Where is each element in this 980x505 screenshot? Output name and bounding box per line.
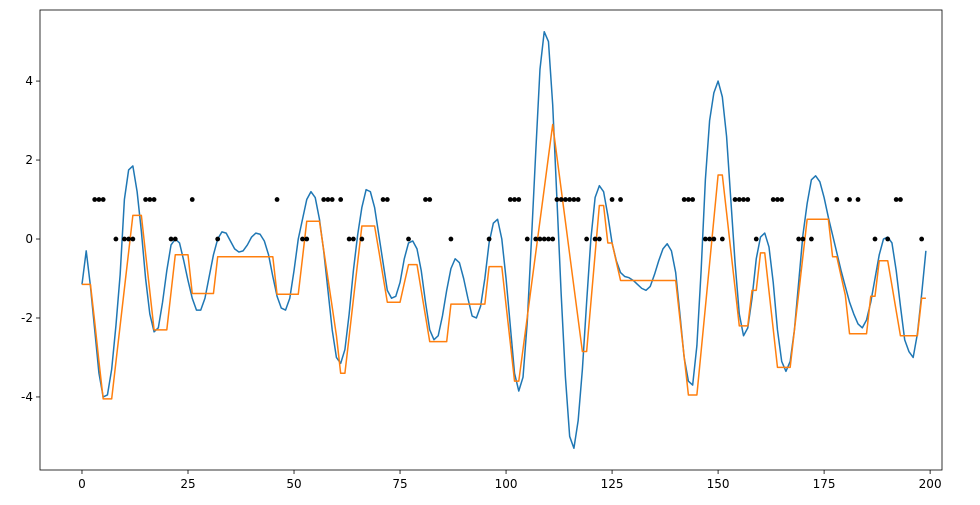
point <box>770 197 776 202</box>
point <box>189 197 195 202</box>
point <box>779 197 785 202</box>
point <box>702 236 708 242</box>
point <box>741 197 746 202</box>
point <box>321 197 327 202</box>
point <box>554 197 560 202</box>
point <box>546 236 551 242</box>
point <box>300 236 305 242</box>
point <box>681 197 687 202</box>
point <box>350 236 356 242</box>
point <box>707 236 713 242</box>
point <box>775 197 780 202</box>
point <box>512 197 517 202</box>
point <box>898 197 903 202</box>
point <box>575 197 581 202</box>
point <box>567 197 573 202</box>
point <box>96 197 102 202</box>
point <box>550 236 556 242</box>
x-tick-label: 175 <box>813 477 836 491</box>
x-tick-label: 125 <box>601 477 624 491</box>
point <box>736 197 742 202</box>
point <box>745 197 751 202</box>
point <box>796 236 802 242</box>
point <box>524 236 530 242</box>
point <box>834 197 840 202</box>
y-tick-label: -4 <box>21 390 33 404</box>
y-tick-label: -2 <box>21 311 33 325</box>
axes-frame <box>39 9 943 471</box>
point <box>406 236 411 242</box>
point <box>533 236 539 242</box>
y-tick-label: 2 <box>25 153 33 167</box>
point <box>172 236 178 242</box>
point <box>800 236 806 242</box>
point <box>329 197 335 202</box>
point <box>427 197 433 202</box>
point <box>126 236 132 242</box>
line <box>81 123 926 400</box>
point <box>423 197 428 202</box>
point <box>274 197 280 202</box>
x-tick-label: 50 <box>286 477 301 491</box>
point <box>690 197 696 202</box>
point <box>325 197 331 202</box>
x-tick-label: 75 <box>392 477 407 491</box>
point <box>893 197 899 202</box>
x-tick-label: 100 <box>495 477 518 491</box>
x-tick-label: 0 <box>78 477 86 491</box>
point <box>563 197 568 202</box>
point <box>346 236 352 242</box>
point <box>384 197 390 202</box>
point <box>808 236 814 242</box>
point <box>100 197 106 202</box>
point <box>855 197 861 202</box>
point <box>558 197 564 202</box>
point <box>753 236 759 242</box>
point <box>92 197 98 202</box>
point <box>380 197 386 202</box>
y-tick-label: 0 <box>25 232 33 246</box>
point <box>609 197 615 202</box>
point <box>919 236 925 242</box>
point <box>215 236 221 242</box>
point <box>872 236 878 242</box>
point <box>507 197 513 202</box>
point <box>686 197 691 202</box>
x-tick-label: 25 <box>180 477 195 491</box>
point <box>448 236 454 242</box>
point <box>584 236 590 242</box>
point <box>359 236 365 242</box>
point <box>592 236 598 242</box>
point <box>121 236 127 242</box>
point <box>168 236 174 242</box>
point <box>147 197 153 202</box>
point <box>537 236 543 242</box>
point <box>113 236 119 242</box>
line <box>81 30 927 450</box>
point <box>541 236 547 242</box>
point <box>338 197 344 202</box>
point <box>711 236 717 242</box>
point <box>885 236 891 242</box>
y-tick-label: 4 <box>25 74 33 88</box>
point <box>304 236 310 242</box>
x-tick-label: 200 <box>919 477 942 491</box>
point <box>571 197 577 202</box>
point <box>130 236 136 242</box>
point <box>486 236 492 242</box>
point <box>719 236 725 242</box>
x-tick-label: 150 <box>707 477 730 491</box>
point <box>618 197 623 202</box>
point <box>143 197 148 202</box>
point <box>151 197 157 202</box>
point <box>847 197 852 202</box>
point <box>596 236 602 242</box>
point <box>516 197 522 202</box>
point <box>732 197 738 202</box>
